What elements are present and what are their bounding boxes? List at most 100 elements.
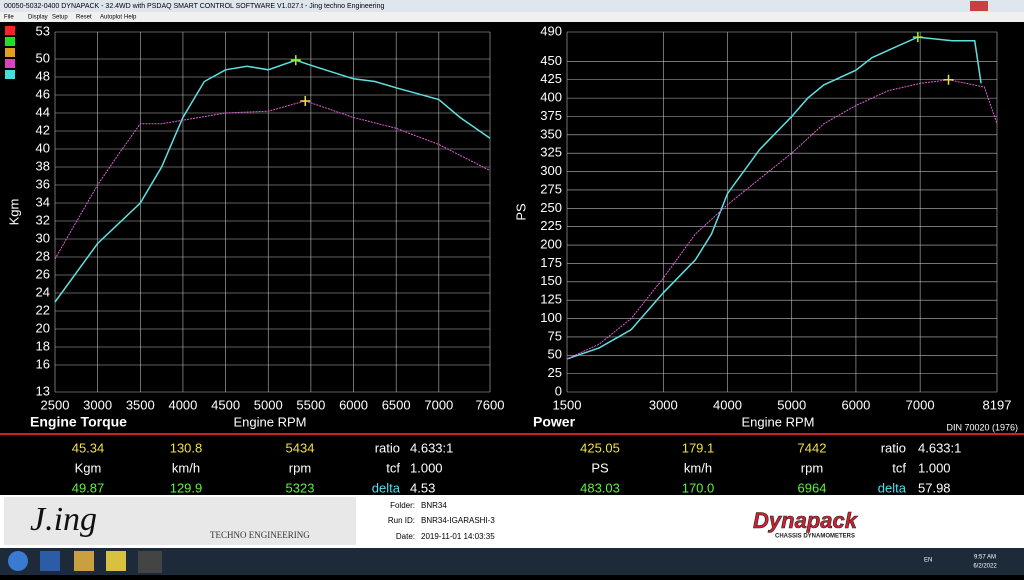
y-tick-label: 44 (36, 104, 50, 119)
taskbar-icon[interactable] (138, 551, 162, 573)
x-tick-label: 6500 (382, 397, 411, 412)
swatch[interactable] (5, 48, 15, 57)
readout-value: km/h (172, 460, 200, 475)
y-tick-label: 16 (36, 356, 50, 371)
x-tick-label: 7600 (476, 397, 505, 412)
y-tick-label: 38 (36, 158, 50, 173)
readout-factor: delta (878, 480, 907, 495)
y-axis-label: PS (513, 203, 528, 221)
menu-item[interactable]: Reset (76, 15, 92, 21)
taskbar-icon[interactable] (74, 551, 94, 571)
swatch[interactable] (5, 59, 15, 68)
y-tick-label: 275 (540, 181, 562, 196)
x-tick-label: 8197 (983, 397, 1012, 412)
x-tick-label: 3000 (83, 397, 112, 412)
start-button[interactable] (8, 551, 28, 571)
x-axis-label: Engine RPM (234, 414, 307, 429)
x-tick-label: 1500 (553, 397, 582, 412)
readout-factor: 4.633:1 (410, 440, 453, 455)
readout-value: PS (591, 460, 609, 475)
y-tick-label: 100 (540, 310, 562, 325)
readout-value: rpm (801, 460, 823, 475)
taskbar-icon[interactable] (106, 551, 126, 571)
x-tick-label: 2500 (41, 397, 70, 412)
readout-value: 6964 (798, 480, 827, 495)
y-tick-label: 490 (540, 23, 562, 38)
readout-value: 5323 (286, 480, 315, 495)
y-tick-label: 175 (540, 255, 562, 270)
y-tick-label: 34 (36, 194, 50, 209)
menu-item[interactable]: Setup (52, 15, 68, 21)
info-value: BNR34 (421, 501, 447, 510)
jing-logo-box (4, 497, 356, 545)
y-tick-label: 0 (555, 383, 562, 398)
readout-factor: 1.000 (918, 460, 951, 475)
readout-value: 129.9 (170, 480, 203, 495)
window-title: 00050-5032-0400 DYNAPACK - 32.4WD with P… (4, 3, 384, 10)
series-line (566, 36, 982, 360)
y-tick-label: 50 (548, 347, 562, 362)
info-label: Date: (396, 532, 415, 541)
y-tick-label: 350 (540, 126, 562, 141)
readout-value: 5434 (286, 440, 315, 455)
series-line (54, 100, 491, 260)
x-tick-label: 6000 (841, 397, 870, 412)
readout-value: 7442 (798, 440, 827, 455)
y-tick-label: 30 (36, 230, 50, 245)
peak-marker (290, 55, 301, 66)
readout-value: rpm (289, 460, 311, 475)
info-label: Run ID: (388, 516, 415, 525)
x-tick-label: 5000 (254, 397, 283, 412)
y-tick-label: 150 (540, 273, 562, 288)
y-tick-label: 50 (36, 50, 50, 65)
clock-time: 9:57 AM (974, 555, 996, 561)
x-tick-label: 5500 (296, 397, 325, 412)
y-tick-label: 26 (36, 266, 50, 281)
swatch[interactable] (5, 70, 15, 79)
y-tick-label: 300 (540, 163, 562, 178)
swatch[interactable] (5, 37, 15, 46)
x-tick-label: 3000 (649, 397, 678, 412)
menu-item[interactable]: Display (28, 15, 48, 21)
x-tick-label: 7000 (424, 397, 453, 412)
readout-value: 425.05 (580, 440, 620, 455)
readout-factor: tcf (386, 460, 400, 475)
y-tick-label: 400 (540, 90, 562, 105)
y-tick-label: 46 (36, 86, 50, 101)
info-value: BNR34-IGARASHI-3 (421, 516, 495, 525)
close-button[interactable] (970, 1, 988, 11)
language[interactable]: EN (924, 558, 932, 564)
y-tick-label: 13 (36, 383, 50, 398)
peak-marker (912, 32, 923, 43)
menu-item[interactable]: File (4, 15, 14, 21)
y-tick-label: 48 (36, 68, 50, 83)
swatch[interactable] (5, 26, 15, 35)
readout-value: 179.1 (682, 440, 715, 455)
clock-date: 6/2/2022 (973, 564, 997, 570)
menu-item[interactable]: Autoplot (100, 15, 122, 21)
dynapack-logo: Dynapack (753, 508, 859, 533)
x-tick-label: 7000 (906, 397, 935, 412)
y-tick-label: 225 (540, 218, 562, 233)
chart-title: Engine Torque (30, 414, 127, 430)
y-tick-label: 24 (36, 284, 50, 299)
readout-value: 49.87 (72, 480, 105, 495)
info-value: 2019-11-01 14:03:35 (421, 532, 495, 541)
readout-value: 483.03 (580, 480, 620, 495)
y-tick-label: 28 (36, 248, 50, 263)
taskbar-icon[interactable] (40, 551, 60, 571)
readout-factor: ratio (881, 440, 906, 455)
readout-value: 170.0 (682, 480, 715, 495)
menu-bar (0, 12, 1024, 22)
readout-value: 45.34 (72, 440, 105, 455)
x-tick-label: 5000 (777, 397, 806, 412)
y-tick-label: 22 (36, 302, 50, 317)
jing-logo: J.ing (30, 501, 97, 538)
menu-item[interactable]: Help (124, 15, 137, 21)
y-tick-label: 53 (36, 23, 50, 38)
y-tick-label: 200 (540, 236, 562, 251)
y-tick-label: 250 (540, 200, 562, 215)
y-tick-label: 375 (540, 108, 562, 123)
